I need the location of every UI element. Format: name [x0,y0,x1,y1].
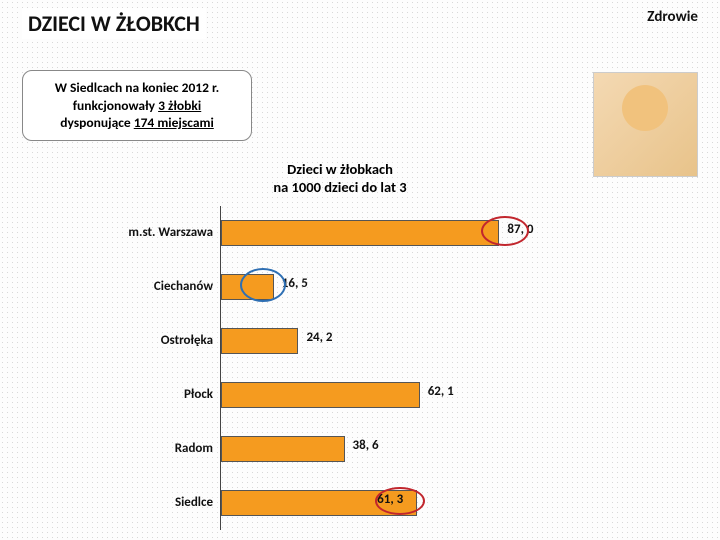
chart-row: Ciechanów16, 5 [221,260,540,314]
callout-line3: dysponujące 174 miejscami [33,114,241,132]
category-label: Siedlce [121,496,213,510]
slide: DZIECI W ŻŁOBKCH Zdrowie W Siedlcach na … [0,0,720,540]
header: DZIECI W ŻŁOBKCH Zdrowie [0,8,720,39]
category-label: Płock [121,388,213,402]
plot-area: m.st. Warszawa87, 0Ciechanów16, 5Ostrołę… [220,206,540,530]
bar [221,436,345,462]
chart-row: Płock62, 1 [221,368,540,422]
callout-line3-highlight: 174 miejscami [134,114,214,131]
callout-line3-pre: dysponujące [60,114,134,131]
category-label: Ostrołęka [121,334,213,348]
chart-title-l1: Dzieci w żłobkach [287,160,393,178]
category-label: m.st. Warszawa [121,226,213,240]
bar-chart: Dzieci w żłobkach na 1000 dzieci do lat … [120,160,560,530]
value-label: 87, 0 [507,222,533,237]
chart-row: Siedlce61, 3 [221,476,540,530]
bar [221,382,420,408]
category-label: Ciechanów [121,280,213,294]
decorative-photo [593,72,698,177]
callout-line2: funkcjonowały 3 żłobki [33,97,241,115]
chart-area: m.st. Warszawa87, 0Ciechanów16, 5Ostrołę… [120,206,560,530]
callout-line2-highlight: 3 żłobki [158,97,201,114]
chart-row: Ostrołęka24, 2 [221,314,540,368]
chart-title-l2: na 1000 dzieci do lat 3 [120,178,560,196]
bar [221,274,274,300]
chart-row: m.st. Warszawa87, 0 [221,206,540,260]
bar [221,328,298,354]
value-label: 24, 2 [306,330,332,345]
value-label: 61, 3 [377,492,403,507]
chart-row: Radom38, 6 [221,422,540,476]
page-title: DZIECI W ŻŁOBKCH [22,8,206,39]
chart-title: Dzieci w żłobkach na 1000 dzieci do lat … [120,160,560,196]
value-label: 62, 1 [428,384,454,399]
callout-line1: W Siedlcach na koniec 2012 r. [33,79,241,97]
bar [221,220,499,246]
category-label: Zdrowie [647,8,698,26]
callout-line2-pre: funkcjonowały [73,97,158,114]
value-label: 16, 5 [282,276,308,291]
category-label: Radom [121,442,213,456]
info-callout: W Siedlcach na koniec 2012 r. funkcjonow… [22,70,252,141]
value-label: 38, 6 [353,438,379,453]
